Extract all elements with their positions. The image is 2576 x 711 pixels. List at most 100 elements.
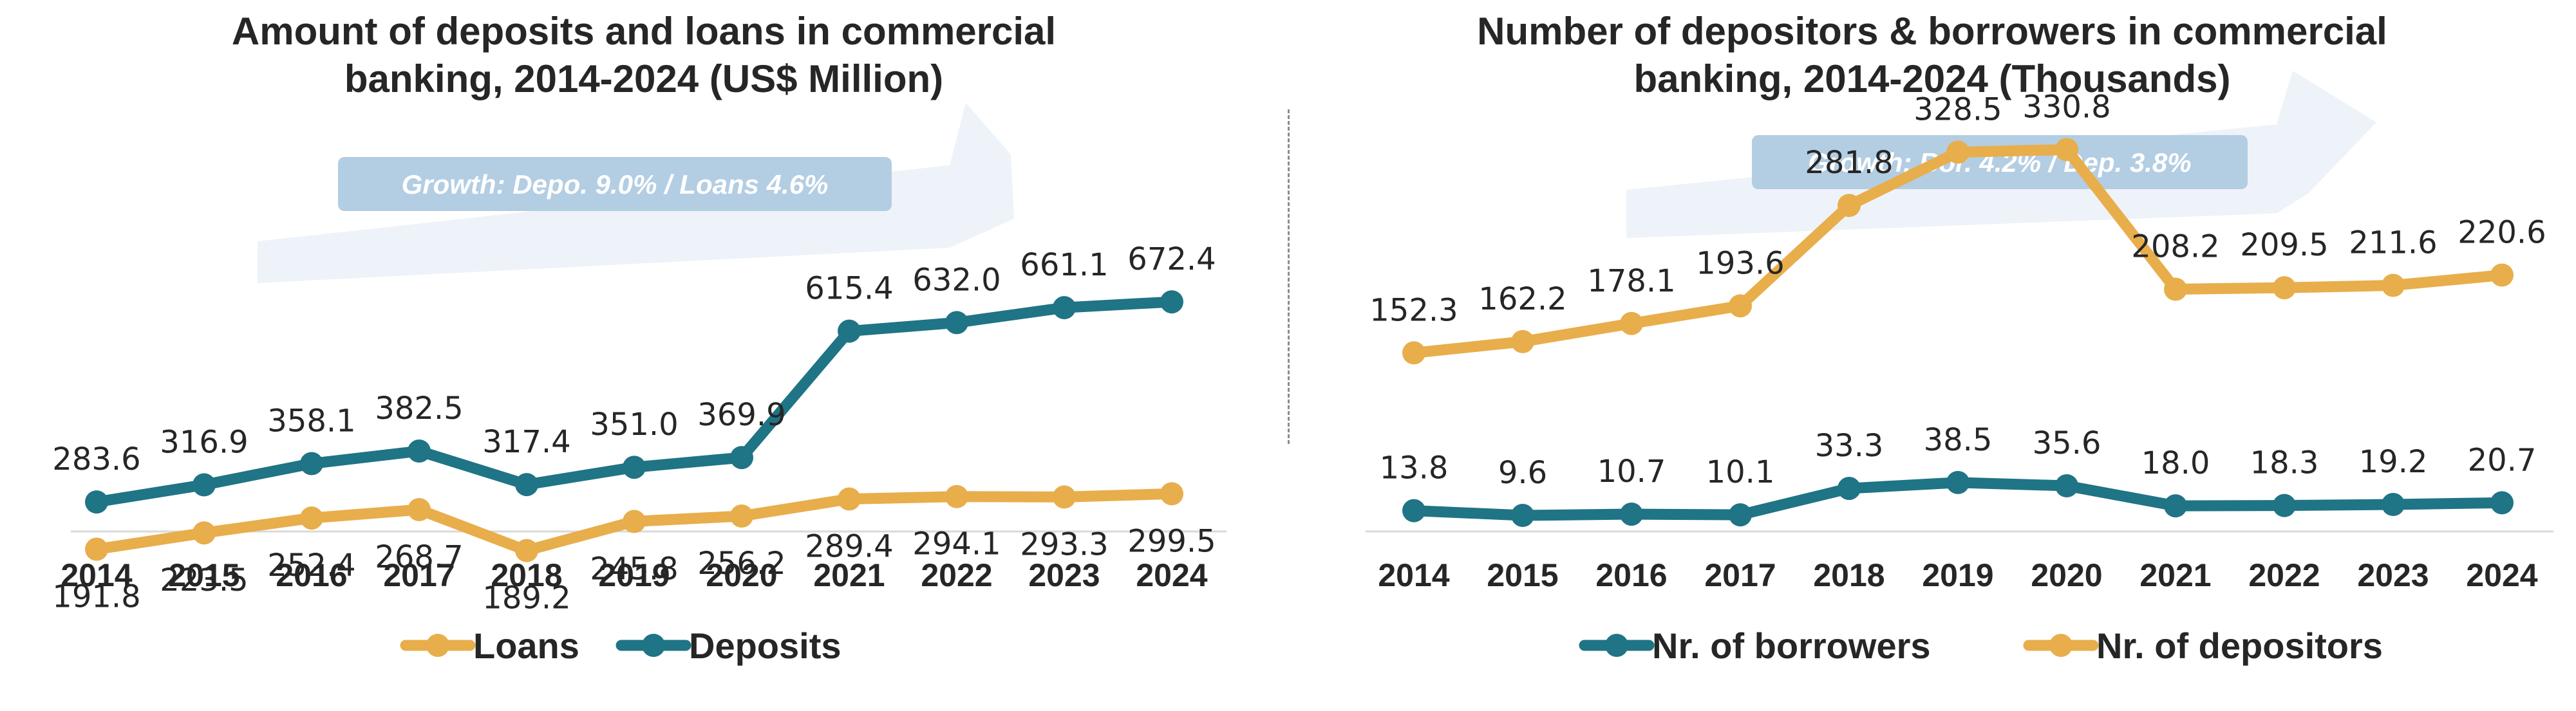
x-tick-label: 2024	[1136, 557, 1207, 593]
data-label: 9.6	[1498, 455, 1547, 491]
x-tick-label: 2022	[921, 557, 992, 593]
data-point	[1053, 485, 1076, 509]
chart-title-line-1: Number of depositors & borrowers in comm…	[1477, 10, 2387, 53]
data-point	[408, 498, 431, 522]
legend-marker	[426, 634, 449, 657]
data-point	[623, 456, 646, 479]
data-point	[838, 319, 861, 343]
data-label: 330.8	[2022, 89, 2111, 125]
data-label: 268.7	[375, 539, 463, 575]
growth-annotation-box	[1752, 135, 2248, 189]
x-tick-label: 2023	[1028, 557, 1100, 593]
data-point	[1838, 477, 1861, 501]
chart-panel-deposits-loans: Amount of deposits and loans in commerci…	[52, 10, 1227, 666]
data-label: 10.7	[1597, 454, 1666, 490]
data-label: 672.4	[1127, 241, 1216, 277]
legend-label: Nr. of borrowers	[1652, 625, 1931, 666]
data-label: 245.8	[590, 551, 678, 587]
data-label: 193.6	[1696, 245, 1784, 281]
data-label: 661.1	[1020, 247, 1108, 283]
x-tick-label: 2019	[1922, 557, 1993, 593]
data-point	[1402, 341, 1425, 365]
data-point	[2055, 474, 2078, 497]
data-point	[1402, 499, 1425, 522]
growth-annotation-text: Growth: Depo. 9.0% / Loans 4.6%	[402, 169, 829, 199]
x-tick-label: 2014	[61, 557, 132, 593]
data-label: 18.0	[2141, 445, 2210, 481]
x-tick-label: 2015	[168, 557, 240, 593]
growth-annotation-box	[338, 157, 892, 211]
data-point	[300, 506, 323, 530]
legend-marker	[642, 634, 665, 657]
x-tick-label: 2023	[2357, 557, 2429, 593]
data-label: 208.2	[2131, 228, 2219, 264]
data-label: 191.8	[52, 579, 140, 615]
data-label: 18.3	[2250, 445, 2319, 481]
x-tick-label: 2016	[1595, 557, 1667, 593]
data-point	[2273, 276, 2296, 300]
data-point	[1946, 470, 1970, 494]
x-tick-label: 2018	[1813, 557, 1885, 593]
data-label: 211.6	[2349, 225, 2437, 261]
data-label: 256.2	[697, 546, 785, 582]
data-point	[2164, 277, 2187, 301]
data-label: 299.5	[1127, 523, 1216, 559]
data-point	[1946, 140, 1970, 164]
data-label: 293.3	[1020, 526, 1108, 562]
data-point	[85, 490, 108, 514]
data-label: 162.2	[1478, 281, 1566, 317]
data-label: 10.1	[1706, 454, 1775, 490]
data-point	[730, 504, 753, 528]
x-tick-label: 2021	[813, 557, 885, 593]
legend-label: Deposits	[689, 625, 841, 666]
data-label: 35.6	[2033, 425, 2101, 461]
data-point	[1511, 329, 1534, 353]
x-tick-label: 2018	[491, 557, 562, 593]
x-tick-label: 2022	[2248, 557, 2320, 593]
x-tick-label: 2017	[1704, 557, 1776, 593]
data-label: 317.4	[482, 424, 570, 460]
data-point	[2490, 491, 2514, 515]
data-label: 178.1	[1587, 263, 1675, 299]
x-tick-label: 2016	[276, 557, 347, 593]
data-point	[730, 446, 753, 470]
x-tick-label: 2020	[706, 557, 777, 593]
x-tick-label: 2015	[1487, 557, 1558, 593]
data-point	[1620, 311, 1643, 335]
growth-arrow	[258, 103, 1014, 283]
x-tick-label: 2020	[2031, 557, 2102, 593]
data-point	[1620, 503, 1643, 526]
data-point	[1160, 482, 1183, 506]
data-point	[945, 311, 968, 335]
chart-panel-depositors-borrowers: Number of depositors & borrowers in comm…	[1288, 0, 2576, 711]
data-label: 289.4	[805, 528, 893, 564]
data-point	[1053, 296, 1076, 320]
panel-divider	[1288, 109, 1290, 444]
x-tick-label: 2024	[2466, 557, 2537, 593]
legend-label: Nr. of depositors	[2096, 625, 2383, 666]
data-label: 281.8	[1805, 145, 1893, 181]
line-chart-depositors-borrowers: Growth: Bor. 4.2% / Dep. 3.8%2014 2015 201…	[1366, 71, 2553, 666]
data-label: 189.2	[482, 580, 570, 616]
data-label: 316.9	[160, 424, 248, 460]
data-point	[1838, 194, 1861, 217]
data-label: 220.6	[2458, 215, 2546, 251]
data-point	[1729, 294, 1752, 318]
data-label: 283.6	[52, 441, 140, 477]
data-point	[1160, 290, 1183, 314]
data-point	[2164, 494, 2187, 518]
data-point	[515, 539, 538, 562]
x-tick-label: 2021	[2139, 557, 2211, 593]
data-label: 33.3	[1815, 428, 1884, 464]
data-point	[623, 510, 646, 533]
data-point	[1511, 504, 1534, 528]
chart-title-line-2: banking, 2014-2024 (Thousands)	[1633, 57, 2231, 100]
data-label: 13.8	[1380, 450, 1449, 486]
data-point	[838, 487, 861, 511]
data-point	[2382, 493, 2405, 517]
data-point	[193, 473, 216, 497]
chart-title-line-1: Amount of deposits and loans in commerci…	[231, 10, 1057, 53]
x-tick-label: 2014	[1378, 557, 1449, 593]
chart-title: Number of depositors & borrowers in comm…	[1288, 8, 2576, 103]
data-point	[1729, 503, 1752, 527]
